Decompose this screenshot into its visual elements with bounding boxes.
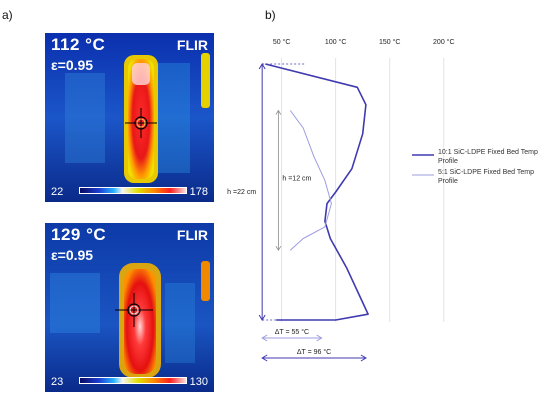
thermal-temperature: 129 °C	[51, 225, 107, 244]
chart-canvas: 50 °C 100 °C 150 °C 200 °C h =22 cm h =12 cm Δ…	[227, 38, 538, 362]
delta-arrowhead-right-1	[316, 334, 323, 342]
scale-max: 130	[189, 376, 208, 388]
height-label-12: h =12 cm	[282, 175, 311, 182]
thermal-picture-2	[45, 223, 214, 392]
legend-label-2-cont: Profile	[438, 178, 458, 185]
thermal-picture-1	[45, 33, 214, 202]
delta-label-1: ΔT = 55 °C	[275, 328, 309, 336]
thermal-emissivity: ε=0.95	[51, 57, 94, 73]
thermal-image-2: 129 °C ε=0.95 FLIR 23 130	[45, 223, 214, 392]
x-tick-label: 100 °C	[325, 38, 346, 46]
height-arrowhead-top	[258, 63, 266, 70]
thermal-emissivity: ε=0.95	[51, 247, 94, 263]
panel-b-label: b)	[265, 8, 276, 22]
scale-max: 178	[189, 186, 208, 198]
thermal-temperature: 112 °C	[51, 35, 106, 54]
height-arrowhead-bottom	[258, 314, 266, 321]
flir-logo: FLIR	[176, 37, 208, 53]
legend-label-1: 10:1 SiC-LDPE Fixed Bed Temp	[438, 149, 538, 156]
delta-arrowhead-right-2	[360, 354, 367, 362]
legend-label-2: 5:1 SiC-LDPE Fixed Bed Temp	[438, 169, 534, 176]
scale-min: 22	[51, 186, 64, 198]
scale-min: 23	[51, 376, 64, 388]
thermal-image-1: 112 °C ε=0.95 FLIR 22 178	[45, 33, 214, 202]
x-tick-label: 150 °C	[379, 38, 400, 46]
delta-label-2: ΔT = 96 °C	[297, 348, 331, 356]
x-tick-label: 50 °C	[273, 38, 291, 46]
delta-arrowhead-left-2	[261, 354, 268, 362]
series-line-2	[289, 110, 332, 251]
flir-logo: FLIR	[176, 227, 208, 243]
x-tick-label: 200 °C	[433, 38, 454, 46]
legend-label-1-cont: Profile	[438, 158, 458, 165]
height-arrowhead-12-bottom	[275, 245, 282, 251]
delta-arrowhead-left-1	[261, 334, 268, 342]
temperature-profile-chart: 50 °C 100 °C 150 °C 200 °C h =22 cm h =12 cm Δ…	[227, 30, 550, 370]
series-line-1	[265, 63, 369, 321]
color-scale-bar	[79, 377, 187, 384]
panel-a-label: a)	[2, 8, 13, 22]
height-label-22: h =22 cm	[227, 189, 256, 196]
height-arrowhead-12-top	[275, 109, 282, 115]
color-scale-bar	[79, 187, 187, 194]
